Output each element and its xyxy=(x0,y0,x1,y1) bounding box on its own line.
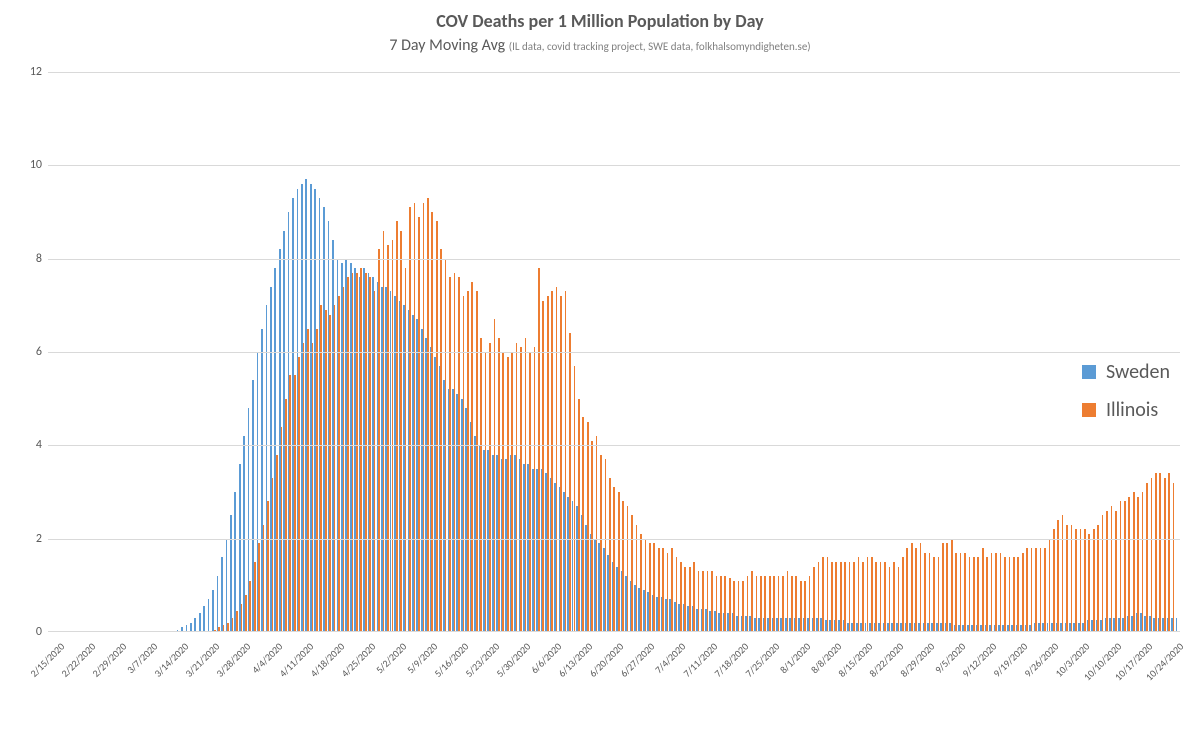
legend: Sweden Illinois xyxy=(1082,360,1170,436)
y-tick-label: 0 xyxy=(8,625,42,639)
x-axis-line xyxy=(48,631,1180,632)
chart-subtitle: 7 Day Moving Avg (IL data, covid trackin… xyxy=(0,36,1200,55)
y-tick-label: 10 xyxy=(8,158,42,172)
plot-area xyxy=(48,72,1180,632)
chart-container: COV Deaths per 1 Million Population by D… xyxy=(0,0,1200,731)
y-tick-label: 8 xyxy=(8,252,42,266)
legend-swatch-illinois xyxy=(1082,403,1096,417)
chart-title: COV Deaths per 1 Million Population by D… xyxy=(0,10,1200,32)
y-tick-label: 6 xyxy=(8,345,42,359)
y-tick-label: 2 xyxy=(8,532,42,546)
x-axis: 2/15/20202/22/20202/29/20203/7/20203/14/… xyxy=(48,636,1180,726)
legend-label-illinois: Illinois xyxy=(1106,398,1158,422)
legend-label-sweden: Sweden xyxy=(1106,360,1170,384)
legend-item-illinois: Illinois xyxy=(1082,398,1170,422)
subtitle-source: (IL data, covid tracking project, SWE da… xyxy=(509,40,811,53)
y-tick-label: 4 xyxy=(8,438,42,452)
y-tick-label: 12 xyxy=(8,65,42,79)
legend-item-sweden: Sweden xyxy=(1082,360,1170,384)
legend-swatch-sweden xyxy=(1082,365,1096,379)
subtitle-main: 7 Day Moving Avg xyxy=(389,36,505,55)
